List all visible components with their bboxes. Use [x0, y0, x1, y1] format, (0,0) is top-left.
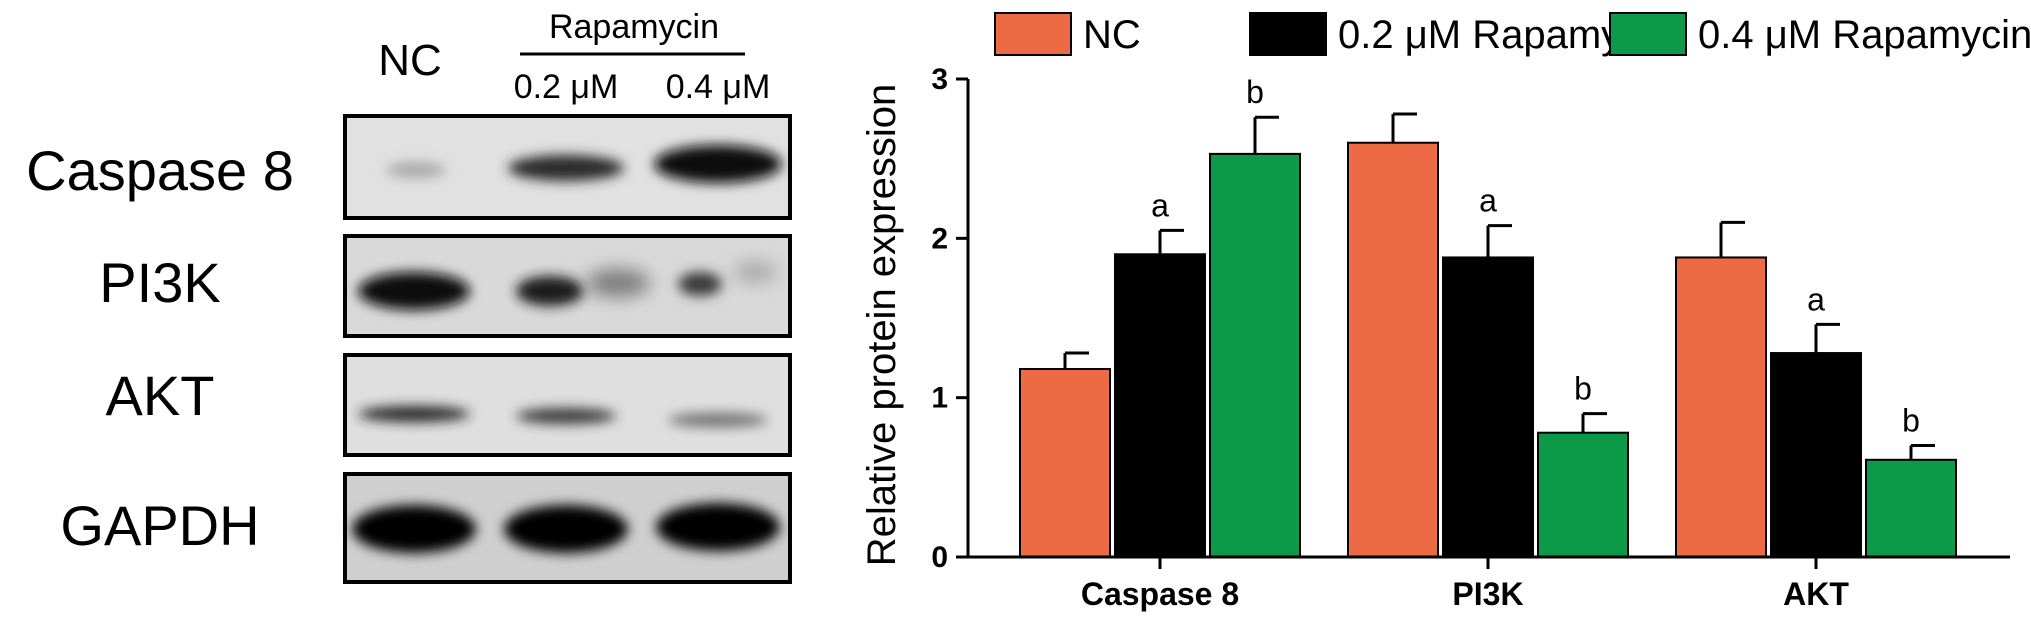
band: [386, 162, 446, 178]
significance-label: b: [1574, 371, 1592, 407]
bar: [1019, 367, 1111, 558]
lane-label-nc: NC: [378, 36, 442, 85]
blot-strip-gapdh: [343, 472, 792, 584]
band: [516, 408, 616, 424]
chart-legend: NC 0.2 μM Rapamycin 0.4 μM Rapamycin: [994, 12, 2031, 57]
band: [516, 276, 584, 306]
row-label-caspase8: Caspase 8: [26, 139, 294, 202]
bar: [1675, 256, 1767, 558]
bar: [1537, 431, 1629, 558]
x-tick-label: AKT: [1783, 576, 1849, 612]
legend-swatch: [994, 12, 1072, 56]
legend-label: 0.4 μM Rapamycin: [1698, 13, 2031, 57]
band: [656, 503, 780, 551]
x-axis: Caspase 8 PI3K AKT: [968, 555, 2010, 612]
significance-label: a: [1807, 281, 1825, 317]
bar: [1442, 256, 1534, 558]
western-blot-panel: NC Rapamycin 0.2 μM 0.4 μM Caspase 8 PI3…: [26, 8, 792, 584]
bar-chart: NC 0.2 μM Rapamycin 0.4 μM Rapamycin Relat…: [860, 12, 2031, 612]
band: [668, 413, 768, 427]
band: [678, 272, 722, 296]
significance-label: a: [1151, 187, 1169, 223]
treatment-label: Rapamycin: [549, 8, 719, 46]
blot-strip-caspase8: [343, 114, 792, 220]
legend-swatch: [1609, 12, 1687, 56]
y-tick-label: 2: [931, 222, 948, 255]
row-label-pi3k: PI3K: [99, 251, 220, 314]
band: [504, 505, 628, 553]
bar: [1865, 458, 1957, 559]
band: [358, 272, 470, 310]
y-tick-label: 0: [931, 541, 948, 574]
legend-label: NC: [1083, 13, 1141, 57]
lane-label-high-dose: 0.4 μM: [666, 68, 771, 106]
significance-label: a: [1479, 183, 1497, 219]
band: [733, 262, 777, 282]
bar: [1770, 352, 1862, 559]
significance-label: b: [1246, 74, 1264, 110]
band: [654, 145, 782, 183]
bar: [1347, 141, 1439, 558]
legend-swatch: [1249, 12, 1327, 56]
row-label-gapdh: GAPDH: [60, 494, 259, 557]
lane-label-low-dose: 0.2 μM: [514, 68, 619, 106]
x-tick-label: PI3K: [1452, 576, 1523, 612]
blot-strip-akt: [343, 353, 792, 457]
y-tick-label: 3: [931, 63, 948, 96]
band: [586, 269, 650, 297]
bar-series: a b a b a b: [1019, 74, 1957, 559]
significance-label: b: [1902, 402, 1920, 438]
y-tick-label: 1: [931, 382, 948, 415]
x-tick-label: Caspase 8: [1081, 576, 1239, 612]
band: [358, 406, 470, 422]
y-axis-label: Relative protein expression: [860, 84, 904, 566]
band: [508, 155, 624, 181]
band: [352, 505, 476, 553]
bar: [1114, 253, 1206, 558]
row-label-akt: AKT: [106, 364, 215, 427]
blot-strip-pi3k: [343, 234, 792, 338]
bar: [1209, 152, 1301, 559]
y-axis: 0 1 2 3: [931, 63, 970, 574]
